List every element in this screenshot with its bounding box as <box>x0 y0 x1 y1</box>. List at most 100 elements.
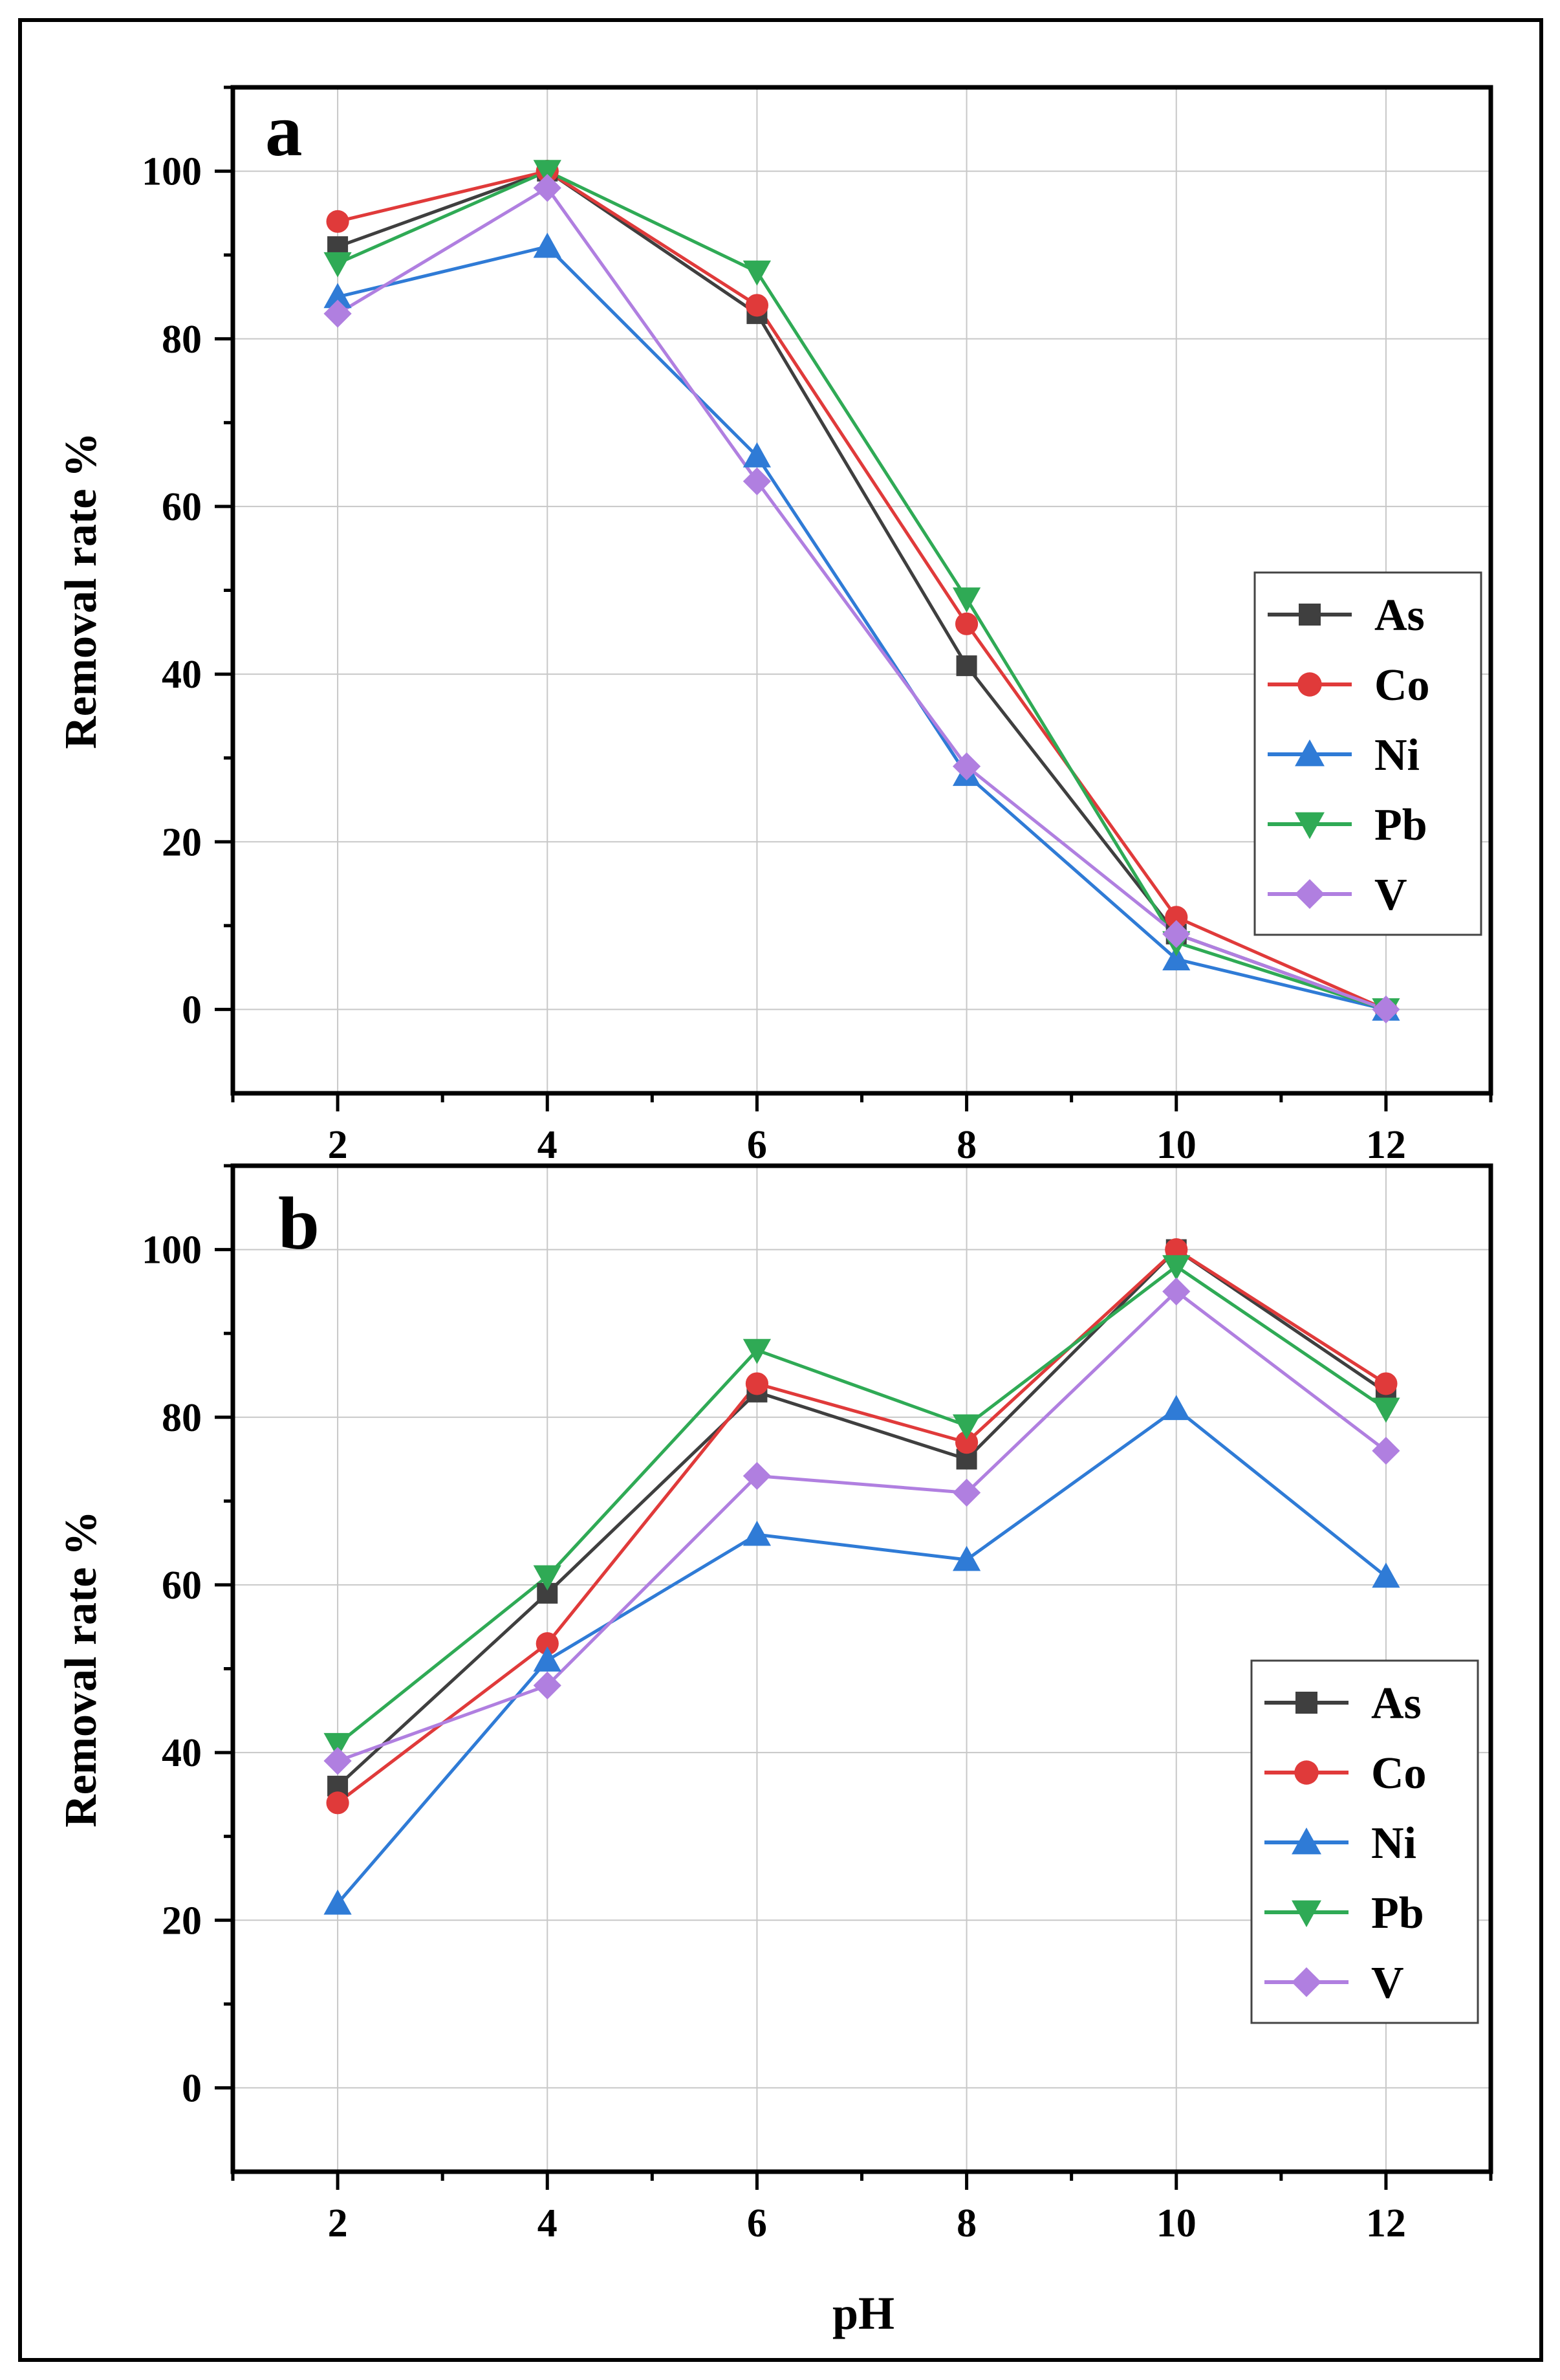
panel-b-point-ni <box>1372 1562 1400 1588</box>
panel-b-y-tick-label: 20 <box>162 1899 202 1943</box>
panel-b-legend-label-pb: Pb <box>1371 1888 1424 1938</box>
panel-a-point-v <box>533 173 561 202</box>
panel-a-x-tick-label: 8 <box>957 1123 977 1167</box>
panel-a-x-tick-label: 2 <box>328 1123 348 1167</box>
panel-b-legend-marker-co <box>1294 1760 1319 1785</box>
panel-b-point-ni <box>742 1520 772 1546</box>
panel-b-legend-label-as: As <box>1371 1679 1422 1729</box>
panel-b-legend-marker-as <box>1295 1692 1317 1714</box>
figure-frame <box>18 18 1543 2362</box>
panel-b-legend: As Co Ni Pb V <box>1250 1659 1479 2024</box>
panel-b-point-pb <box>952 1414 981 1440</box>
panel-a-line-co <box>337 169 1387 1011</box>
panel-a-point-pb <box>952 587 981 613</box>
panel-a-line-as <box>337 169 1387 1011</box>
panel-b-y-tick-label: 80 <box>162 1396 202 1440</box>
panel-a-point-ni <box>742 442 772 468</box>
panel-b-line-co <box>336 1248 1387 1804</box>
panel-b-point-v <box>952 1478 981 1507</box>
panel-a-y-tick-label: 60 <box>162 485 202 529</box>
panel-a-legend-marker-co <box>1297 672 1322 697</box>
panel-b-y-tick-label: 0 <box>182 2066 202 2110</box>
panel-b-y-tick-label: 40 <box>162 1731 202 1775</box>
panel-a-series <box>323 159 1400 1024</box>
panel-b-ticks: 2 4 6 8 10 12 0 20 40 60 80 100 <box>142 1164 1493 2245</box>
panel-a-line-pb <box>337 169 1387 1011</box>
panel-b-x-tick-label: 10 <box>1156 2201 1197 2245</box>
panel-a-point-co <box>955 612 979 635</box>
panel-a-legend-marker-pb <box>1295 812 1325 839</box>
panel-b-line-pb <box>336 1265 1387 1746</box>
panel-b-x-tick-label: 2 <box>328 2201 348 2245</box>
x-axis-label: pH <box>832 2287 894 2339</box>
panel-a-legend: As Co Ni Pb V <box>1253 571 1482 936</box>
panel-a-point-co <box>745 294 769 317</box>
panel-b-x-tick-label: 4 <box>537 2201 558 2245</box>
panel-a-point-v <box>323 300 352 328</box>
panel-a-y-axis-label: Removal rate % <box>56 432 106 749</box>
panel-b-legend-label-co: Co <box>1371 1749 1427 1798</box>
panel-b-point-pb <box>742 1338 772 1364</box>
panel-b-legend-marker-ni <box>1292 1828 1321 1855</box>
panel-b-point-v <box>1372 1436 1400 1465</box>
panel-a-line-ni <box>337 245 1387 1011</box>
panel-b-y-axis-label: Removal rate % <box>56 1511 106 1828</box>
panel-b-point-v <box>742 1461 772 1490</box>
panel-a-point-pb <box>533 160 561 186</box>
panel-b-point-co <box>745 1372 769 1395</box>
panel-a-legend-label-v: V <box>1374 870 1407 920</box>
panel-a-y-tick-label: 100 <box>142 150 202 194</box>
panel-b-y-tick-label: 100 <box>142 1228 202 1272</box>
panel-a-legend-marker-ni <box>1295 739 1325 767</box>
panel-b-legend-label-v: V <box>1371 1958 1404 2008</box>
panel-a-legend-marker-as <box>1299 604 1321 626</box>
panel-b-point-ni <box>323 1889 352 1915</box>
panel-b: 2 4 6 8 10 12 0 20 40 60 80 100 b Removal rate % As… <box>56 1163 1493 2245</box>
panel-b-point-ni <box>1162 1395 1191 1421</box>
panel-a-legend-marker-v <box>1295 879 1325 909</box>
panel-a-point-ni <box>533 232 561 258</box>
panel-a-x-tick-label: 12 <box>1366 1123 1406 1167</box>
panel-b-point-pb <box>1162 1255 1191 1281</box>
panel-a: 2 4 6 8 10 12 0 20 40 60 80 100 a Removal rate % As… <box>56 85 1493 1167</box>
panel-a-y-tick-label: 40 <box>162 653 202 697</box>
panel-a-legend-label-pb: Pb <box>1374 800 1427 850</box>
panel-a-point-v <box>1372 995 1400 1024</box>
panel-b-point-v <box>323 1747 352 1775</box>
panel-a-point-v <box>742 467 772 496</box>
panel-b-y-tick-label: 60 <box>162 1564 202 1608</box>
panel-a-ticks: 2 4 6 8 10 12 0 20 40 60 80 100 <box>142 85 1493 1167</box>
panel-a-legend-label-ni: Ni <box>1374 730 1420 780</box>
panel-b-legend-label-ni: Ni <box>1371 1818 1416 1868</box>
panel-a-point-v <box>1162 920 1191 948</box>
panel-b-x-tick-label: 6 <box>747 2201 767 2245</box>
panel-b-point-pb <box>533 1565 561 1591</box>
panel-b-series <box>323 1238 1400 1915</box>
panel-a-label: a <box>265 89 303 171</box>
panel-a-legend-label-as: As <box>1374 591 1425 640</box>
panel-b-line-ni <box>336 1407 1387 1905</box>
panel-a-point-pb <box>742 260 772 286</box>
panel-a-y-tick-label: 80 <box>162 318 202 362</box>
panel-a-point-v <box>952 752 981 781</box>
panel-b-x-tick-label: 8 <box>957 2201 977 2245</box>
panel-a-point-co <box>1165 906 1188 929</box>
panel-b-point-ni <box>952 1545 981 1571</box>
panel-b-legend-marker-v <box>1292 1967 1321 1997</box>
panel-b-x-tick-label: 12 <box>1366 2201 1406 2245</box>
panel-a-point-ni <box>1162 945 1191 970</box>
panel-a-y-tick-label: 0 <box>182 988 202 1032</box>
panel-b-point-co <box>326 1791 349 1815</box>
panel-b-legend-marker-pb <box>1292 1900 1321 1927</box>
panel-b-point-co <box>1374 1372 1398 1395</box>
panel-a-point-co <box>326 210 349 233</box>
panel-b-point-ni <box>533 1646 561 1672</box>
panel-a-x-tick-label: 6 <box>747 1123 767 1167</box>
panel-a-x-tick-label: 10 <box>1156 1123 1197 1167</box>
panel-b-label: b <box>278 1183 320 1265</box>
panel-a-legend-label-co: Co <box>1374 661 1430 710</box>
panel-a-point-pb <box>323 252 352 278</box>
panel-a-x-tick-label: 4 <box>537 1123 558 1167</box>
panel-b-point-co <box>536 1632 559 1655</box>
